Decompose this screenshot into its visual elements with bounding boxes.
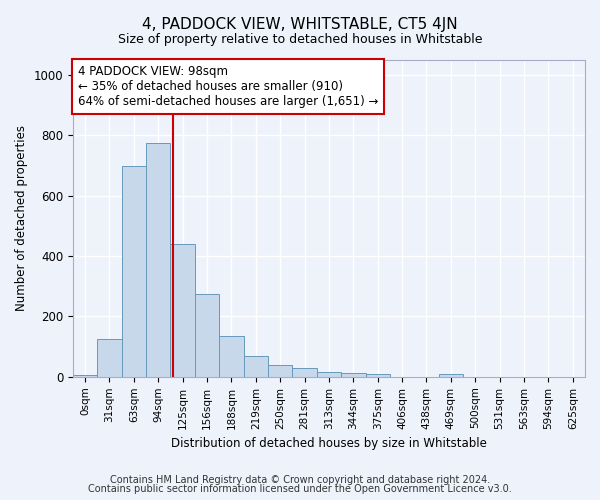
- Bar: [97, 339, 122, 377]
- Bar: [341, 373, 365, 377]
- Text: 4, PADDOCK VIEW, WHITSTABLE, CT5 4JN: 4, PADDOCK VIEW, WHITSTABLE, CT5 4JN: [142, 18, 458, 32]
- Bar: [292, 368, 317, 377]
- Text: Size of property relative to detached houses in Whitstable: Size of property relative to detached ho…: [118, 32, 482, 46]
- Bar: [268, 365, 292, 377]
- Bar: [170, 244, 195, 377]
- Bar: [73, 376, 97, 377]
- Bar: [439, 374, 463, 377]
- Bar: [122, 166, 146, 377]
- Bar: [146, 143, 170, 377]
- Text: Contains HM Land Registry data © Crown copyright and database right 2024.: Contains HM Land Registry data © Crown c…: [110, 475, 490, 485]
- X-axis label: Distribution of detached houses by size in Whitstable: Distribution of detached houses by size …: [171, 437, 487, 450]
- Text: Contains public sector information licensed under the Open Government Licence v3: Contains public sector information licen…: [88, 484, 512, 494]
- Y-axis label: Number of detached properties: Number of detached properties: [15, 126, 28, 312]
- Bar: [219, 336, 244, 377]
- Text: 4 PADDOCK VIEW: 98sqm
← 35% of detached houses are smaller (910)
64% of semi-det: 4 PADDOCK VIEW: 98sqm ← 35% of detached …: [78, 65, 379, 108]
- Bar: [365, 374, 390, 377]
- Bar: [244, 356, 268, 377]
- Bar: [195, 294, 219, 377]
- Bar: [317, 372, 341, 377]
